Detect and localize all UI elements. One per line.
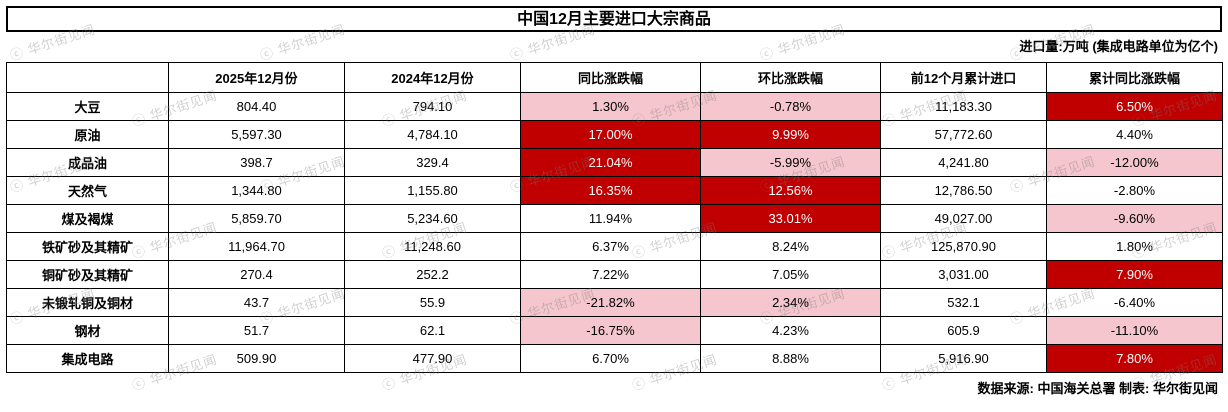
- table-row: 天然气 1,344.80 1,155.80 16.35% 12.56% 12,786.50…: [6, 176, 1223, 205]
- value-cell: 398.7: [168, 148, 345, 177]
- value-cell: 477.90: [344, 344, 521, 373]
- page-title: 中国12月主要进口大宗商品: [6, 6, 1222, 32]
- table-row: 铁矿砂及其精矿 11,964.70 11,248.60 6.37% 8.24% 125,8…: [6, 232, 1223, 261]
- value-cell: 49,027.00: [880, 204, 1047, 233]
- value-cell: 12.56%: [700, 176, 881, 205]
- value-cell: 4.23%: [700, 316, 881, 345]
- value-cell: 5,859.70: [168, 204, 345, 233]
- value-cell: 51.7: [168, 316, 345, 345]
- value-cell: 7.80%: [1046, 344, 1223, 373]
- value-cell: 5,597.30: [168, 120, 345, 149]
- value-cell: 270.4: [168, 260, 345, 289]
- table-row: 原油 5,597.30 4,784.10 17.00% 9.99% 57,772.60 4.…: [6, 120, 1223, 149]
- column-header-cumulative: 前12个月累计进口: [880, 62, 1047, 93]
- table-row: 铜矿砂及其精矿 270.4 252.2 7.22% 7.05% 3,031.00 7.90%: [6, 260, 1223, 289]
- value-cell: 252.2: [344, 260, 521, 289]
- value-cell: 21.04%: [520, 148, 701, 177]
- corner-cell: [6, 62, 169, 93]
- value-cell: 125,870.90: [880, 232, 1047, 261]
- value-cell: 12,786.50: [880, 176, 1047, 205]
- value-cell: 43.7: [168, 288, 345, 317]
- value-cell: 3,031.00: [880, 260, 1047, 289]
- value-cell: -9.60%: [1046, 204, 1223, 233]
- value-cell: 4,784.10: [344, 120, 521, 149]
- value-cell: 2.34%: [700, 288, 881, 317]
- value-cell: 11.94%: [520, 204, 701, 233]
- value-cell: -11.10%: [1046, 316, 1223, 345]
- table-row: 钢材 51.7 62.1 -16.75% 4.23% 605.9 -11.10%: [6, 316, 1223, 345]
- value-cell: 7.05%: [700, 260, 881, 289]
- value-cell: 6.37%: [520, 232, 701, 261]
- value-cell: -5.99%: [700, 148, 881, 177]
- value-cell: 11,183.30: [880, 92, 1047, 121]
- table-row: 未锻轧铜及铜材 43.7 55.9 -21.82% 2.34% 532.1 -6.40%: [6, 288, 1223, 317]
- value-cell: -6.40%: [1046, 288, 1223, 317]
- value-cell: 329.4: [344, 148, 521, 177]
- value-cell: 33.01%: [700, 204, 881, 233]
- value-cell: -2.80%: [1046, 176, 1223, 205]
- commodity-name: 天然气: [6, 176, 169, 205]
- commodity-import-table: 2025年12月份 2024年12月份 同比涨跌幅 环比涨跌幅 前12个月累计进…: [6, 62, 1223, 373]
- value-cell: 532.1: [880, 288, 1047, 317]
- column-header-2024: 2024年12月份: [344, 62, 521, 93]
- value-cell: 509.90: [168, 344, 345, 373]
- value-cell: 8.24%: [700, 232, 881, 261]
- value-cell: 5,234.60: [344, 204, 521, 233]
- commodity-name: 煤及褐煤: [6, 204, 169, 233]
- value-cell: 4,241.80: [880, 148, 1047, 177]
- unit-note: 进口量:万吨 (集成电路单位为亿个): [1019, 39, 1218, 54]
- value-cell: 16.35%: [520, 176, 701, 205]
- value-cell: -16.75%: [520, 316, 701, 345]
- commodity-name: 铜矿砂及其精矿: [6, 260, 169, 289]
- value-cell: 55.9: [344, 288, 521, 317]
- value-cell: 11,248.60: [344, 232, 521, 261]
- value-cell: 8.88%: [700, 344, 881, 373]
- column-header-2025: 2025年12月份: [168, 62, 345, 93]
- value-cell: 17.00%: [520, 120, 701, 149]
- commodity-name: 大豆: [6, 92, 169, 121]
- value-cell: 57,772.60: [880, 120, 1047, 149]
- source-note: 数据来源: 中国海关总署 制表: 华尔街见闻: [977, 381, 1219, 396]
- value-cell: 1,155.80: [344, 176, 521, 205]
- value-cell: 7.22%: [520, 260, 701, 289]
- value-cell: -21.82%: [520, 288, 701, 317]
- commodity-name: 钢材: [6, 316, 169, 345]
- commodity-name: 原油: [6, 120, 169, 149]
- value-cell: 62.1: [344, 316, 521, 345]
- value-cell: 6.50%: [1046, 92, 1223, 121]
- value-cell: 804.40: [168, 92, 345, 121]
- commodity-name: 铁矿砂及其精矿: [6, 232, 169, 261]
- value-cell: 9.99%: [700, 120, 881, 149]
- value-cell: 6.70%: [520, 344, 701, 373]
- value-cell: 605.9: [880, 316, 1047, 345]
- table-page: 中国12月主要进口大宗商品 进口量:万吨 (集成电路单位为亿个) 2025年12…: [6, 6, 1223, 403]
- commodity-name: 未锻轧铜及铜材: [6, 288, 169, 317]
- value-cell: 7.90%: [1046, 260, 1223, 289]
- column-header-cumulative-yoy: 累计同比涨跌幅: [1046, 62, 1223, 93]
- value-cell: 1.80%: [1046, 232, 1223, 261]
- value-cell: 794.10: [344, 92, 521, 121]
- table-body: 大豆 804.40 794.10 1.30% -0.78% 11,183.30 6.50% 原…: [6, 92, 1223, 373]
- value-cell: -0.78%: [700, 92, 881, 121]
- value-cell: 1.30%: [520, 92, 701, 121]
- commodity-name: 成品油: [6, 148, 169, 177]
- value-cell: 1,344.80: [168, 176, 345, 205]
- value-cell: -12.00%: [1046, 148, 1223, 177]
- value-cell: 5,916.90: [880, 344, 1047, 373]
- value-cell: 4.40%: [1046, 120, 1223, 149]
- column-header-yoy: 同比涨跌幅: [520, 62, 701, 93]
- table-row: 集成电路 509.90 477.90 6.70% 8.88% 5,916.90 7.80%: [6, 344, 1223, 373]
- value-cell: 11,964.70: [168, 232, 345, 261]
- header-row: 2025年12月份 2024年12月份 同比涨跌幅 环比涨跌幅 前12个月累计进…: [6, 62, 1223, 93]
- table-row: 大豆 804.40 794.10 1.30% -0.78% 11,183.30 6.50%: [6, 92, 1223, 121]
- table-row: 成品油 398.7 329.4 21.04% -5.99% 4,241.80 -12.00%: [6, 148, 1223, 177]
- commodity-name: 集成电路: [6, 344, 169, 373]
- table-row: 煤及褐煤 5,859.70 5,234.60 11.94% 33.01% 49,027.0…: [6, 204, 1223, 233]
- column-header-mom: 环比涨跌幅: [700, 62, 881, 93]
